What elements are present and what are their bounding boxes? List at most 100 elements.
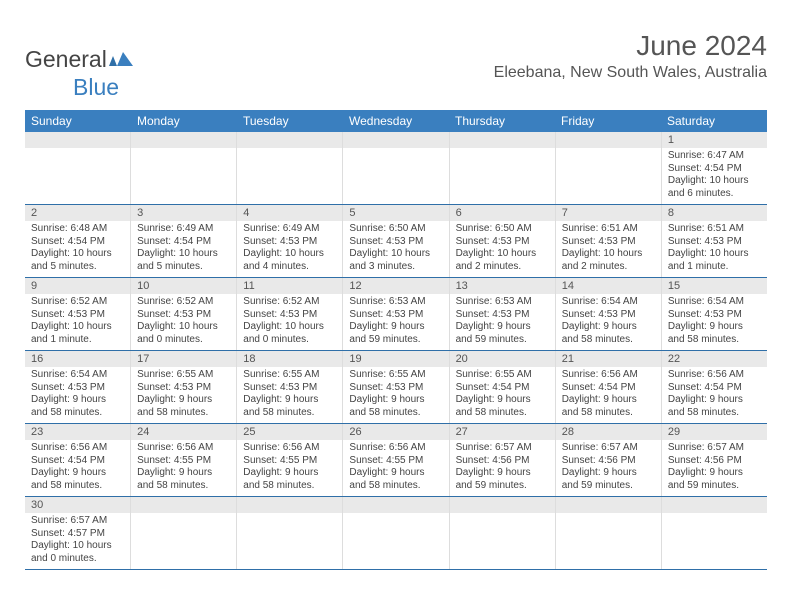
daynum-row: 30 xyxy=(25,497,767,513)
daylight-text: Daylight: 10 hours and 1 minute. xyxy=(31,321,124,346)
day-body xyxy=(237,148,342,196)
weekday-header: Sunday xyxy=(25,110,131,132)
day-number xyxy=(450,132,556,148)
daylight-text: Daylight: 9 hours and 58 minutes. xyxy=(31,467,124,492)
day-cell xyxy=(25,148,131,204)
sunset-text: Sunset: 4:55 PM xyxy=(243,455,336,468)
daynum-row: 1 xyxy=(25,132,767,148)
day-cell: Sunrise: 6:55 AMSunset: 4:53 PMDaylight:… xyxy=(237,367,343,423)
sunset-text: Sunset: 4:55 PM xyxy=(349,455,442,468)
sunset-text: Sunset: 4:53 PM xyxy=(562,309,655,322)
brand-name-a: General xyxy=(25,46,107,72)
day-body xyxy=(131,513,236,561)
sunrise-text: Sunrise: 6:57 AM xyxy=(562,442,655,455)
brand-logo: General Blue xyxy=(25,46,135,101)
sunset-text: Sunset: 4:54 PM xyxy=(562,382,655,395)
day-number: 19 xyxy=(343,351,449,367)
day-number: 22 xyxy=(662,351,767,367)
day-body xyxy=(343,148,448,196)
day-body: Sunrise: 6:53 AMSunset: 4:53 PMDaylight:… xyxy=(450,294,555,350)
daylight-text: Daylight: 10 hours and 2 minutes. xyxy=(456,248,549,273)
day-body: Sunrise: 6:54 AMSunset: 4:53 PMDaylight:… xyxy=(25,367,130,423)
sunrise-text: Sunrise: 6:47 AM xyxy=(668,150,761,163)
day-body: Sunrise: 6:56 AMSunset: 4:54 PMDaylight:… xyxy=(556,367,661,423)
day-cell: Sunrise: 6:49 AMSunset: 4:53 PMDaylight:… xyxy=(237,221,343,277)
day-body: Sunrise: 6:50 AMSunset: 4:53 PMDaylight:… xyxy=(343,221,448,277)
sunrise-text: Sunrise: 6:55 AM xyxy=(456,369,549,382)
day-cell: Sunrise: 6:56 AMSunset: 4:54 PMDaylight:… xyxy=(556,367,662,423)
day-number: 10 xyxy=(131,278,237,294)
day-cell xyxy=(556,513,662,569)
day-cell: Sunrise: 6:51 AMSunset: 4:53 PMDaylight:… xyxy=(556,221,662,277)
weekday-header-row: SundayMondayTuesdayWednesdayThursdayFrid… xyxy=(25,110,767,132)
sunset-text: Sunset: 4:53 PM xyxy=(243,382,336,395)
daylight-text: Daylight: 9 hours and 58 minutes. xyxy=(137,394,230,419)
sunrise-text: Sunrise: 6:56 AM xyxy=(243,442,336,455)
week-row: Sunrise: 6:52 AMSunset: 4:53 PMDaylight:… xyxy=(25,294,767,351)
day-cell: Sunrise: 6:54 AMSunset: 4:53 PMDaylight:… xyxy=(556,294,662,350)
sunrise-text: Sunrise: 6:51 AM xyxy=(668,223,761,236)
day-number xyxy=(343,497,449,513)
day-number: 12 xyxy=(343,278,449,294)
daylight-text: Daylight: 9 hours and 59 minutes. xyxy=(562,467,655,492)
day-cell: Sunrise: 6:52 AMSunset: 4:53 PMDaylight:… xyxy=(25,294,131,350)
day-number: 1 xyxy=(662,132,767,148)
day-number xyxy=(556,132,662,148)
daylight-text: Daylight: 9 hours and 58 minutes. xyxy=(349,394,442,419)
sunset-text: Sunset: 4:54 PM xyxy=(456,382,549,395)
sunrise-text: Sunrise: 6:49 AM xyxy=(243,223,336,236)
sunset-text: Sunset: 4:53 PM xyxy=(456,309,549,322)
sunset-text: Sunset: 4:53 PM xyxy=(349,236,442,249)
weekday-header: Thursday xyxy=(449,110,555,132)
weekday-header: Wednesday xyxy=(343,110,449,132)
weekday-header: Saturday xyxy=(661,110,767,132)
weekday-header: Friday xyxy=(555,110,661,132)
week-row: Sunrise: 6:54 AMSunset: 4:53 PMDaylight:… xyxy=(25,367,767,424)
daylight-text: Daylight: 10 hours and 1 minute. xyxy=(668,248,761,273)
day-body: Sunrise: 6:54 AMSunset: 4:53 PMDaylight:… xyxy=(662,294,767,350)
day-number: 30 xyxy=(25,497,131,513)
day-body: Sunrise: 6:48 AMSunset: 4:54 PMDaylight:… xyxy=(25,221,130,277)
day-number xyxy=(450,497,556,513)
sunset-text: Sunset: 4:54 PM xyxy=(31,236,124,249)
day-number: 25 xyxy=(237,424,343,440)
sunrise-text: Sunrise: 6:54 AM xyxy=(562,296,655,309)
day-cell xyxy=(237,513,343,569)
sunrise-text: Sunrise: 6:56 AM xyxy=(137,442,230,455)
day-body: Sunrise: 6:52 AMSunset: 4:53 PMDaylight:… xyxy=(25,294,130,350)
day-body: Sunrise: 6:51 AMSunset: 4:53 PMDaylight:… xyxy=(662,221,767,277)
day-number: 20 xyxy=(450,351,556,367)
sunset-text: Sunset: 4:53 PM xyxy=(668,309,761,322)
day-body: Sunrise: 6:49 AMSunset: 4:53 PMDaylight:… xyxy=(237,221,342,277)
day-number xyxy=(25,132,131,148)
day-number xyxy=(556,497,662,513)
daylight-text: Daylight: 9 hours and 58 minutes. xyxy=(562,394,655,419)
sunrise-text: Sunrise: 6:54 AM xyxy=(31,369,124,382)
day-number xyxy=(237,497,343,513)
month-title: June 2024 xyxy=(494,30,767,62)
daylight-text: Daylight: 10 hours and 2 minutes. xyxy=(562,248,655,273)
day-body: Sunrise: 6:52 AMSunset: 4:53 PMDaylight:… xyxy=(131,294,236,350)
sunrise-text: Sunrise: 6:50 AM xyxy=(456,223,549,236)
sunset-text: Sunset: 4:53 PM xyxy=(349,309,442,322)
daylight-text: Daylight: 9 hours and 59 minutes. xyxy=(456,467,549,492)
day-number: 2 xyxy=(25,205,131,221)
daylight-text: Daylight: 10 hours and 6 minutes. xyxy=(668,175,761,200)
daylight-text: Daylight: 10 hours and 0 minutes. xyxy=(31,540,124,565)
daylight-text: Daylight: 9 hours and 58 minutes. xyxy=(243,467,336,492)
daylight-text: Daylight: 10 hours and 0 minutes. xyxy=(243,321,336,346)
day-number: 17 xyxy=(131,351,237,367)
day-cell: Sunrise: 6:53 AMSunset: 4:53 PMDaylight:… xyxy=(450,294,556,350)
calendar: SundayMondayTuesdayWednesdayThursdayFrid… xyxy=(25,110,767,570)
daylight-text: Daylight: 9 hours and 59 minutes. xyxy=(456,321,549,346)
day-number xyxy=(237,132,343,148)
sunrise-text: Sunrise: 6:53 AM xyxy=(349,296,442,309)
sunset-text: Sunset: 4:53 PM xyxy=(562,236,655,249)
sunset-text: Sunset: 4:56 PM xyxy=(668,455,761,468)
sunset-text: Sunset: 4:54 PM xyxy=(668,163,761,176)
daylight-text: Daylight: 9 hours and 58 minutes. xyxy=(243,394,336,419)
flag-icon xyxy=(109,47,135,74)
daylight-text: Daylight: 9 hours and 59 minutes. xyxy=(349,321,442,346)
day-cell xyxy=(131,148,237,204)
sunrise-text: Sunrise: 6:56 AM xyxy=(31,442,124,455)
